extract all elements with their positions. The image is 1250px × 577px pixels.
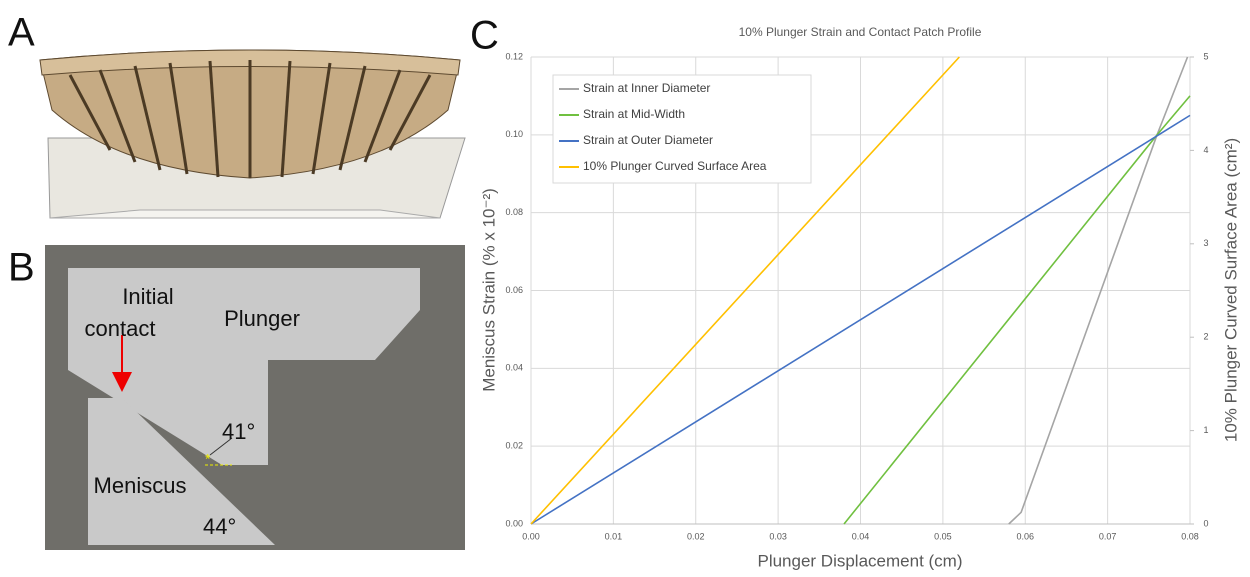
- x-tick-label: 0.04: [852, 531, 870, 541]
- y-tick-label: 0.12: [505, 51, 523, 61]
- y2-tick-label: 0: [1203, 518, 1208, 528]
- meniscus-shape: [88, 398, 275, 545]
- y2-tick-label: 2: [1203, 332, 1208, 342]
- y2-tick-label: 3: [1203, 238, 1208, 248]
- legend-label: Strain at Mid-Width: [583, 107, 685, 121]
- panel-label: B: [8, 246, 35, 290]
- legend-label: 10% Plunger Curved Surface Area: [583, 159, 767, 173]
- plunger-shape: [68, 268, 420, 465]
- series-line: [530, 56, 960, 525]
- x-tick-label: 0.03: [769, 531, 787, 541]
- pointer: [209, 437, 233, 456]
- y2-tick-label: 5: [1203, 51, 1208, 61]
- y-tick-label: 0.06: [505, 285, 523, 295]
- arrow-head: [112, 372, 132, 392]
- y-tick-label: 0.02: [505, 441, 523, 451]
- x-tick-label: 0.00: [522, 531, 540, 541]
- panel-label: C: [470, 14, 499, 58]
- label: contact: [85, 316, 156, 341]
- chart-title: 10% Plunger Strain and Contact Patch Pro…: [739, 25, 982, 39]
- label: Meniscus: [94, 473, 187, 498]
- y2-tick-label: 1: [1203, 425, 1208, 435]
- x-tick-label: 0.08: [1181, 531, 1199, 541]
- x-tick-label: 0.07: [1099, 531, 1117, 541]
- panel-a-render: [39, 49, 466, 219]
- legend-box: [552, 74, 812, 184]
- series-line: [530, 114, 1191, 525]
- series-line: [843, 95, 1191, 525]
- y-axis-label: Meniscus Strain (% x 10⁻²): [479, 188, 498, 392]
- marker: *: [205, 451, 211, 467]
- x-tick-label: 0.05: [934, 531, 952, 541]
- x-tick-label: 0.02: [687, 531, 705, 541]
- x-tick-label: 0.01: [605, 531, 623, 541]
- label: Plunger: [224, 306, 300, 331]
- y2-axis-label: 10% Plunger Curved Surface Area (cm²): [1221, 138, 1240, 442]
- legend-label: Strain at Inner Diameter: [583, 81, 710, 95]
- y2-tick-label: 4: [1203, 145, 1208, 155]
- legend-label: Strain at Outer Diameter: [583, 133, 713, 147]
- y-tick-label: 0.00: [505, 518, 523, 528]
- label: Initial: [122, 284, 173, 309]
- y-tick-label: 0.10: [505, 129, 523, 139]
- x-tick-label: 0.06: [1016, 531, 1034, 541]
- y-tick-label: 0.08: [505, 207, 523, 217]
- label: 41°: [222, 419, 255, 444]
- x-axis-label: Plunger Displacement (cm): [757, 551, 962, 570]
- series-line: [1008, 56, 1189, 525]
- y-tick-label: 0.04: [505, 363, 523, 373]
- panel-label: A: [8, 11, 35, 55]
- base-face: [49, 209, 441, 219]
- label: 44°: [203, 514, 236, 539]
